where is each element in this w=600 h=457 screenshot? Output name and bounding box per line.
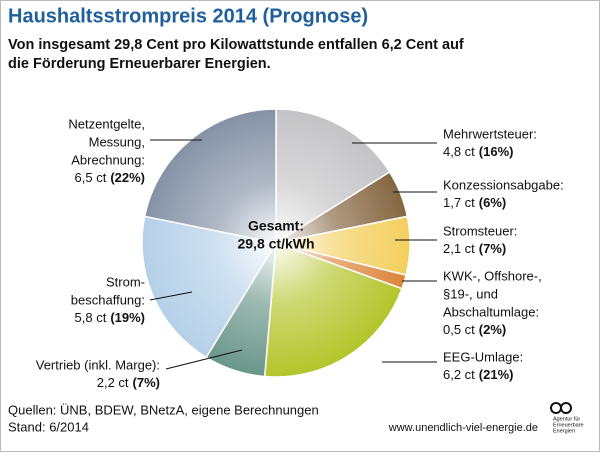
logo <box>550 402 572 414</box>
logo-text: Erneuerbare <box>553 422 584 428</box>
value-label: 0,5 ct <box>443 322 475 337</box>
slice-label: Vertrieb (inkl. Marge): <box>36 357 160 372</box>
slice-value: 2,1 ct (7%) <box>443 241 506 256</box>
website: www.unendlich-viel-energie.de <box>388 422 538 434</box>
slice-label: Messung, <box>89 134 145 149</box>
source: Quellen: ÜNB, BDEW, BNetzA, eigene Berec… <box>8 402 319 417</box>
value-label: 1,7 ct <box>443 195 475 210</box>
value-label: 2,2 ct <box>97 375 129 390</box>
share-label: (21%) <box>479 367 514 382</box>
value-label: 6,5 ct <box>75 170 107 185</box>
share-label: (16%) <box>479 144 514 159</box>
slice-value: 1,7 ct (6%) <box>443 195 506 210</box>
slice-value: 4,8 ct (16%) <box>443 144 513 159</box>
slice-label: §19-, und <box>443 286 498 301</box>
value-label: 5,8 ct <box>75 310 107 325</box>
value-label: 4,8 ct <box>443 144 475 159</box>
share-label: (19%) <box>110 310 145 325</box>
slice-label: Netzentgelte, <box>68 116 145 131</box>
share-label: (7%) <box>479 241 506 256</box>
center-label: Gesamt: <box>248 218 304 234</box>
slice-label: beschaffung: <box>71 292 145 307</box>
slice-label: Abschaltumlage: <box>443 304 539 319</box>
slice-label: Mehrwertsteuer: <box>443 126 537 141</box>
slice-label: Stromsteuer: <box>443 223 517 238</box>
logo-text: Agentur für <box>553 416 580 422</box>
center-label: 29,8 ct/kWh <box>237 236 314 252</box>
source: Stand: 6/2014 <box>8 419 89 434</box>
slice-value: 6,2 ct (21%) <box>443 367 513 382</box>
value-label: 2,1 ct <box>443 241 475 256</box>
slice-value: 2,2 ct (7%) <box>97 375 160 390</box>
share-label: (22%) <box>110 170 145 185</box>
slice-label: Abrechnung: <box>71 152 145 167</box>
leader-line <box>149 291 193 301</box>
slice-value: 5,8 ct (19%) <box>75 310 145 325</box>
slice-label: Konzessionsabgabe: <box>443 177 564 192</box>
slice-value: 6,5 ct (22%) <box>75 170 145 185</box>
share-label: (7%) <box>133 375 160 390</box>
chart-title: Haushaltsstrompreis 2014 (Prognose) <box>8 5 368 27</box>
leader-line <box>165 349 243 370</box>
slice-value: 0,5 ct (2%) <box>443 322 506 337</box>
slice-label: KWK-, Offshore-, <box>443 268 542 283</box>
value-label: 6,2 ct <box>443 367 475 382</box>
slice-label: EEG-Umlage: <box>443 349 523 364</box>
share-label: (6%) <box>479 195 506 210</box>
logo-text: Energien <box>553 428 575 434</box>
slice-label: Strom- <box>106 274 145 289</box>
share-label: (2%) <box>479 322 506 337</box>
subtitle: Von insgesamt 29,8 Cent pro Kilowattstun… <box>8 37 464 53</box>
subtitle: die Förderung Erneuerbarer Energien. <box>8 56 271 72</box>
